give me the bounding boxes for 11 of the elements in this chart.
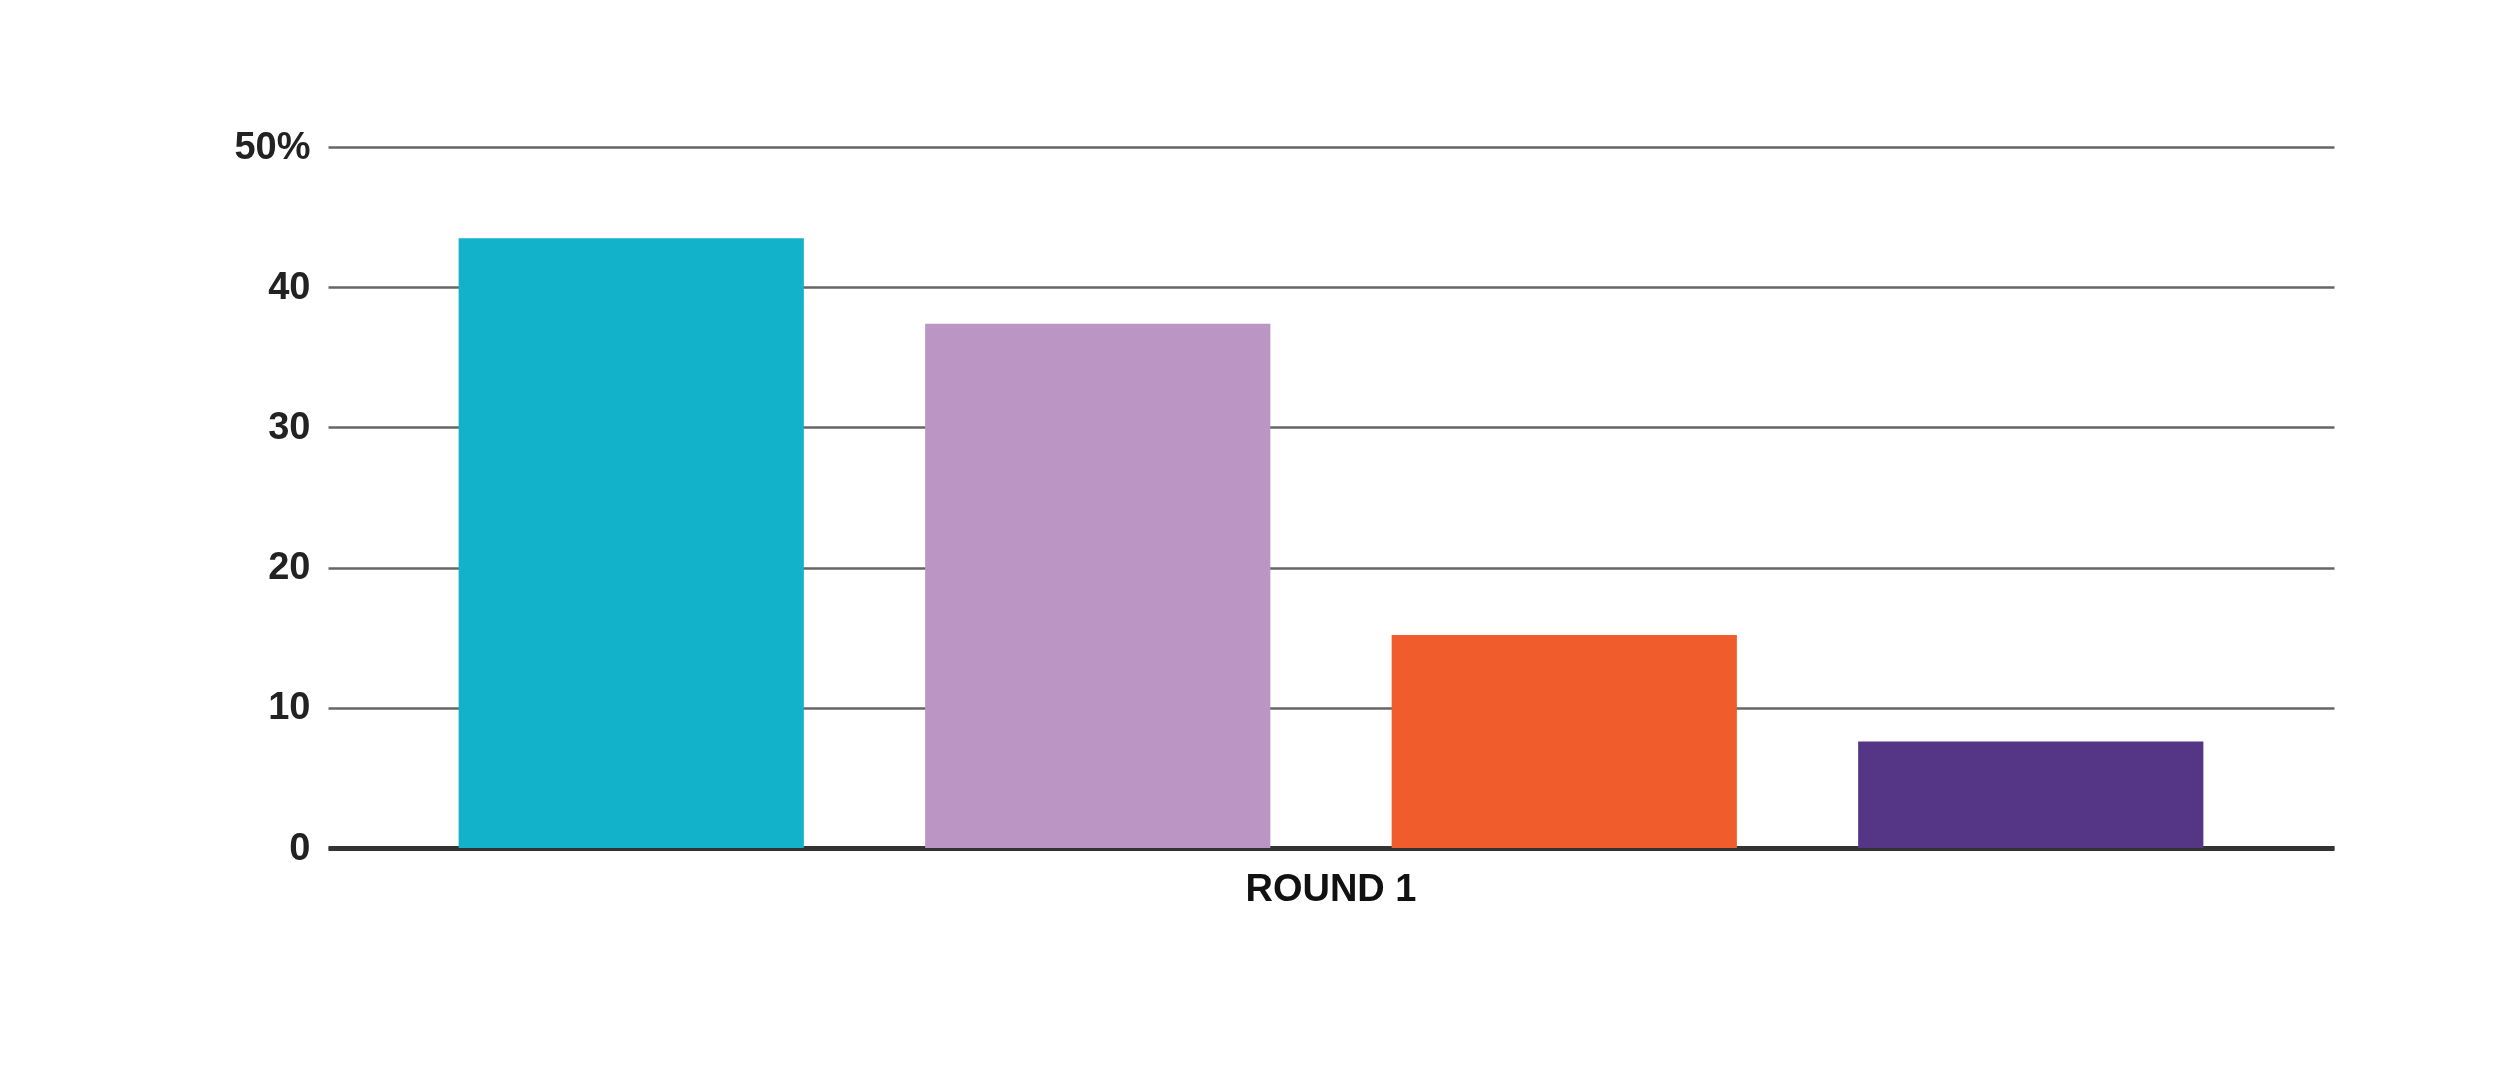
bar bbox=[1858, 741, 2204, 848]
y-tick-label: 10 bbox=[268, 685, 311, 728]
bar bbox=[458, 238, 804, 848]
y-tick-label: 50% bbox=[234, 124, 311, 167]
y-tick-label: 30 bbox=[268, 404, 311, 447]
x-tick-label: ROUND 1 bbox=[1245, 866, 1417, 909]
y-tick-label: 20 bbox=[268, 545, 311, 588]
bar bbox=[925, 323, 1271, 848]
y-tick-label: 40 bbox=[268, 264, 311, 307]
y-tick-label: 0 bbox=[289, 825, 311, 868]
bar bbox=[1391, 634, 1737, 848]
